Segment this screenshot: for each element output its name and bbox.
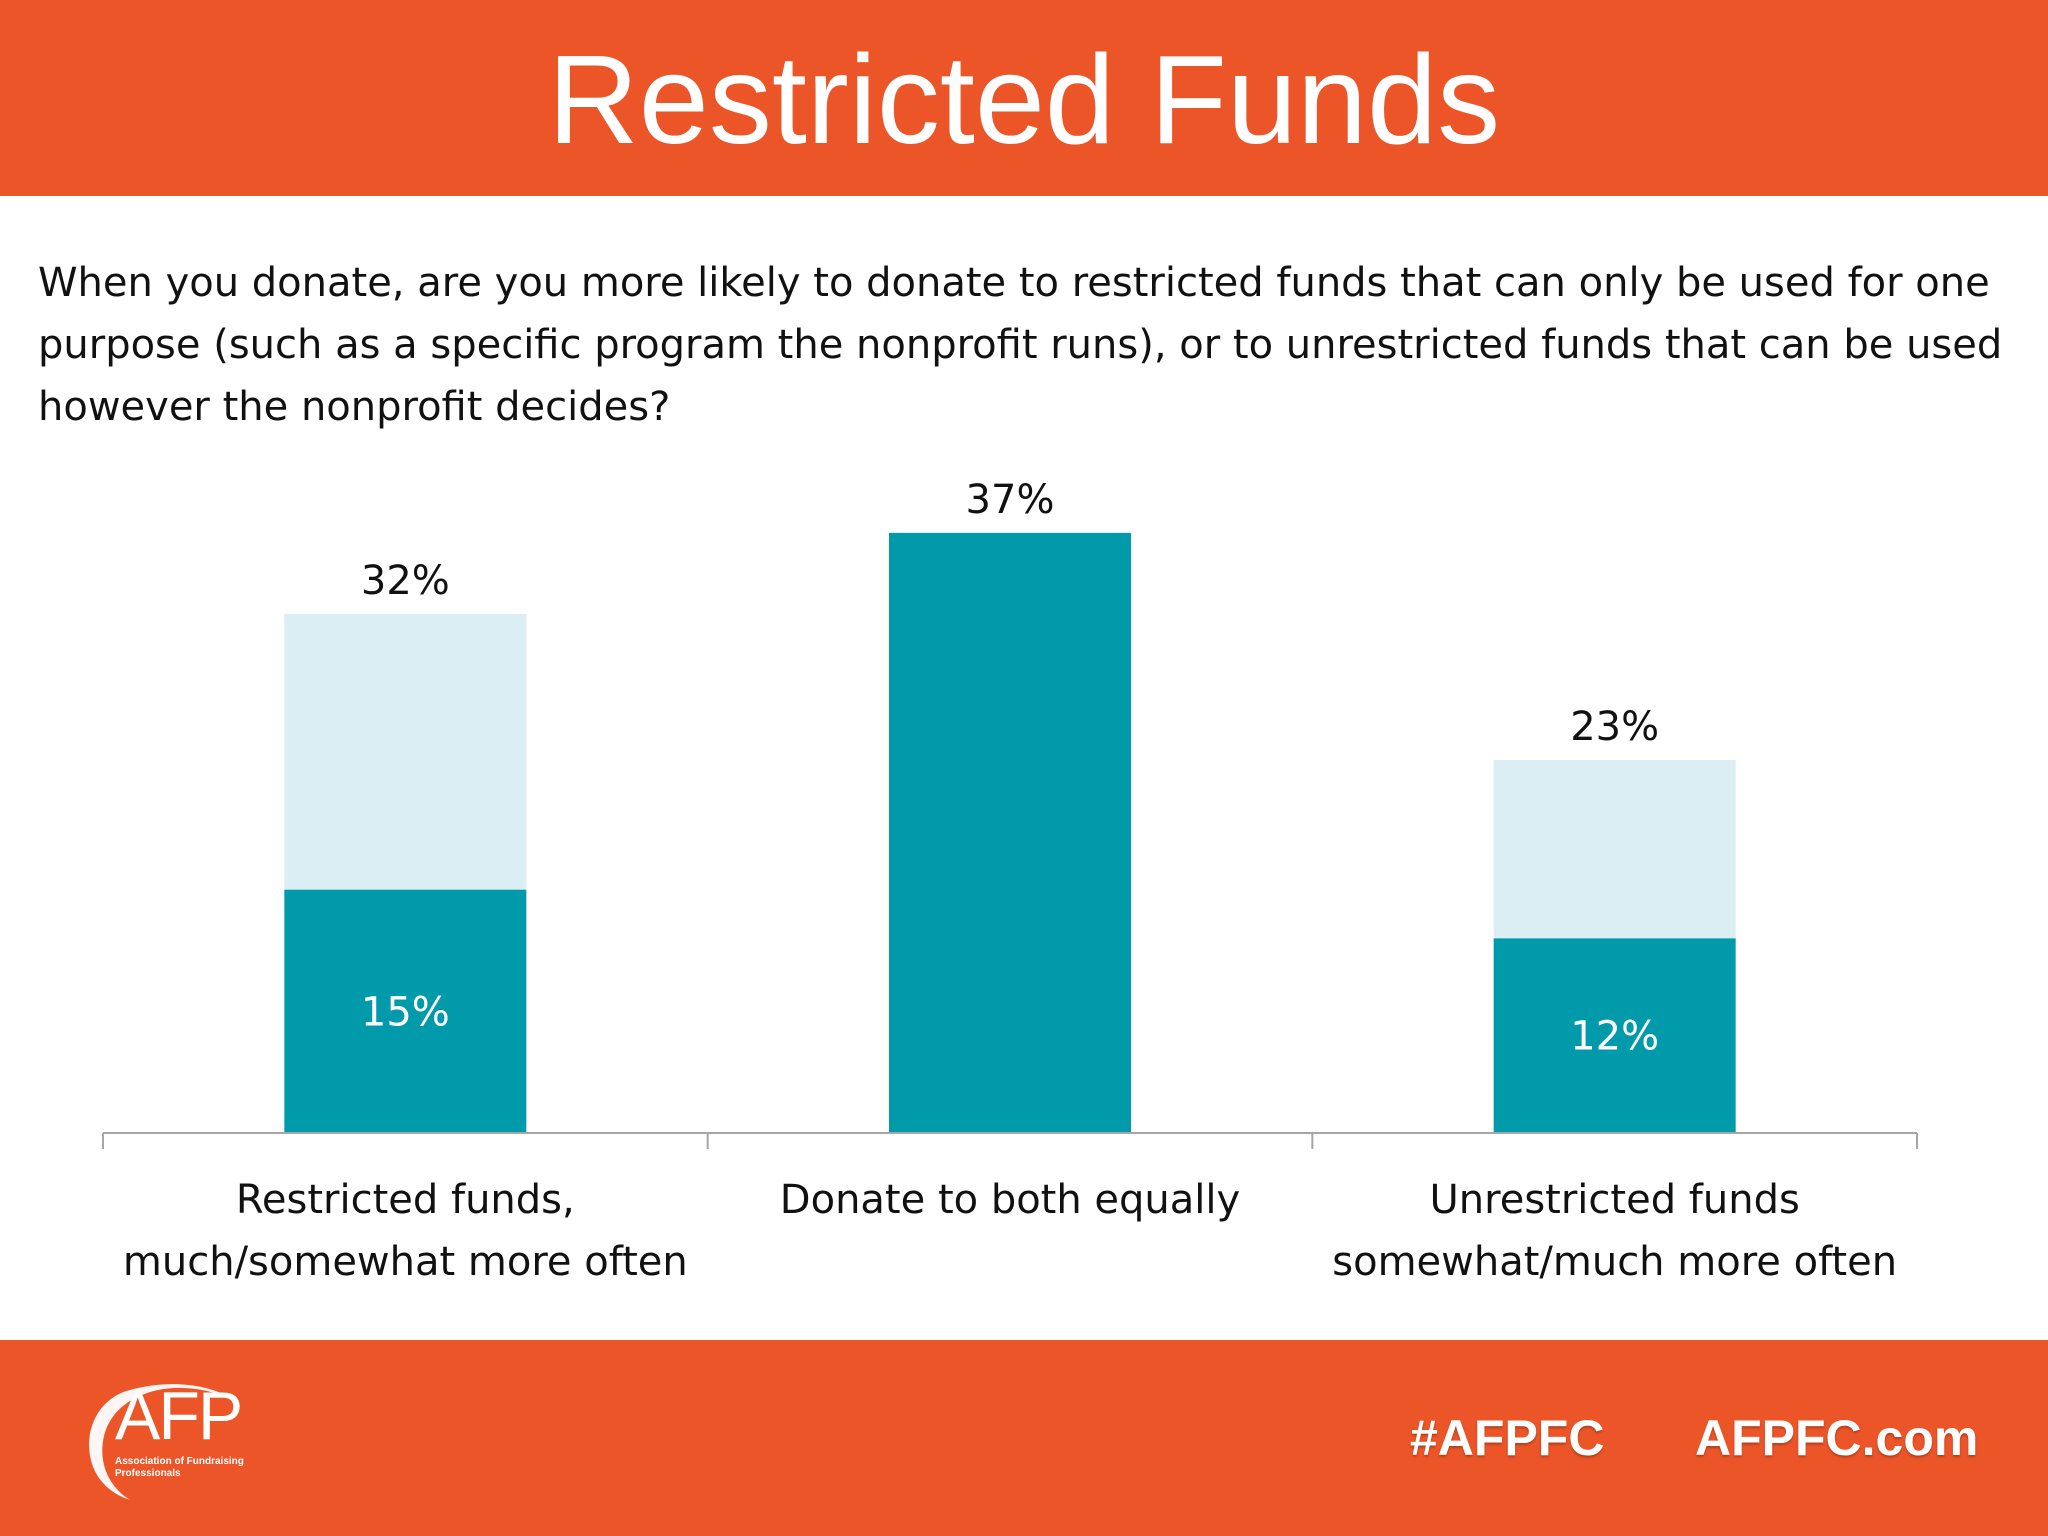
category-tick-label: Restricted funds, much/somewhat more ofte… (123, 1177, 688, 1285)
header-bar: Restricted Funds (0, 0, 2048, 196)
category-tick-label: Donate to both equally (780, 1177, 1240, 1223)
segment-data-label: 12% (1570, 1014, 1659, 1060)
segment-data-label: 15% (361, 989, 450, 1035)
total-data-label: 32% (361, 558, 450, 604)
logo-subtext: Association of Fundraising Professionals (115, 1456, 244, 1479)
bar-chart: 32% 15% Restricted funds, much/somewhat mor… (102, 477, 1918, 1285)
category-tick-line: Restricted funds, (236, 1177, 575, 1223)
category-tick-label: Unrestricted funds somewhat/much more oft… (1332, 1177, 1897, 1285)
footer-bar: AFP Association of Fundraising Professio… (0, 1340, 2048, 1536)
category-tick-line: much/somewhat more often (123, 1239, 688, 1285)
bar-remainder-segment (284, 613, 527, 890)
logo-text: AFP (115, 1378, 243, 1454)
category-tick-line: somewhat/much more often (1332, 1239, 1897, 1285)
slide-title: Restricted Funds (547, 29, 1501, 170)
afp-logo: AFP Association of Fundraising Professio… (78, 1374, 298, 1504)
category-tick-line: Unrestricted funds (1430, 1177, 1800, 1223)
bar-base-segment (889, 532, 1131, 1133)
category-tick-line: Donate to both equally (780, 1177, 1240, 1223)
bar-remainder-segment (1493, 759, 1736, 939)
survey-question: When you donate, are you more likely to … (38, 260, 2003, 430)
hashtag-text: #AFPFC (1410, 1410, 1605, 1466)
bar-base-segment (284, 889, 527, 1133)
total-data-label: 23% (1570, 704, 1659, 750)
total-data-label: 37% (966, 477, 1055, 523)
bar-base-segment (1493, 938, 1736, 1133)
website-text: AFPFC.com (1695, 1410, 1979, 1466)
